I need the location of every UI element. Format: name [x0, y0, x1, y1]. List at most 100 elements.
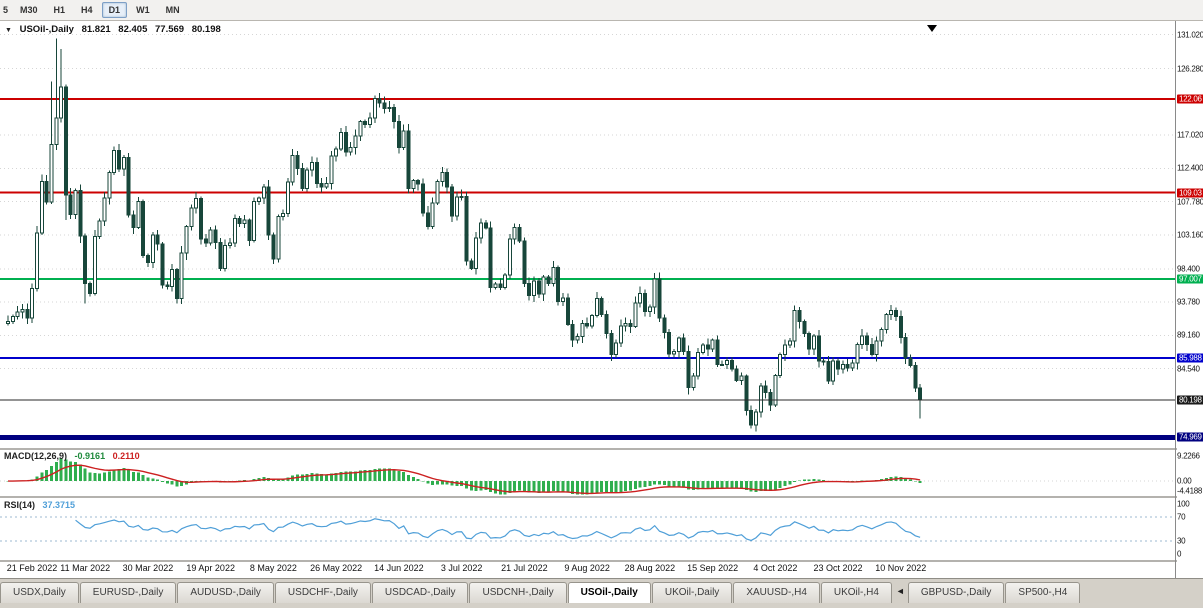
date-label: 28 Aug 2022	[624, 563, 676, 573]
chart-tab-usdcad-daily[interactable]: USDCAD-,Daily	[371, 582, 469, 603]
pane-separator-macd[interactable]	[0, 448, 1203, 450]
candle	[343, 125, 348, 157]
candle	[889, 305, 894, 320]
candle	[208, 227, 213, 246]
candle	[421, 178, 426, 217]
chart-shift-icon[interactable]	[927, 25, 937, 32]
candle	[532, 276, 537, 302]
candle	[126, 153, 131, 218]
timeframe-button-h4[interactable]: H4	[81, 5, 93, 15]
candle	[546, 274, 551, 287]
timeframe-button-mn[interactable]: MN	[165, 5, 180, 15]
candle	[869, 338, 874, 357]
chart-tab-sp500-h4[interactable]: SP500-,H4	[1005, 582, 1081, 603]
candle	[271, 232, 276, 264]
macd-axis-zero: 0.00	[1177, 476, 1192, 486]
chart-tab-usdx-daily[interactable]: USDX,Daily	[0, 582, 79, 603]
chart-tab-usoil-daily[interactable]: USOil-,Daily	[567, 582, 651, 603]
date-label: 21 Feb 2022	[6, 563, 58, 573]
candle	[73, 188, 78, 219]
candle	[305, 167, 310, 192]
horizontal-price-lines[interactable]	[0, 97, 1175, 440]
chart-tab-usdchf-daily[interactable]: USDCHF-,Daily	[274, 582, 371, 603]
candle	[662, 314, 667, 339]
candle	[840, 360, 845, 374]
candle	[459, 189, 464, 201]
candle	[310, 156, 315, 177]
candle	[647, 304, 652, 317]
chart-tab-ukoil-h4[interactable]: UKOil-,H4	[820, 582, 892, 603]
candle	[614, 339, 619, 359]
candle	[860, 329, 865, 350]
macd-axis-min: -4.4188	[1177, 486, 1203, 496]
candle	[483, 220, 488, 230]
candle	[266, 180, 271, 241]
price-line-label: 109.03	[1177, 188, 1203, 198]
candle	[493, 281, 498, 290]
candle	[179, 246, 184, 305]
ohlc-low: 77.569	[155, 24, 185, 35]
chart-tab-xauusd-h4[interactable]: XAUUSD-,H4	[733, 582, 820, 603]
pane-separator-rsi[interactable]	[0, 496, 1203, 498]
candle	[227, 238, 232, 249]
ohlc-open: 81.821	[81, 24, 111, 35]
price-axis[interactable]: 131.020 126.280 117.020 112.400 107.780 103.1…	[1177, 21, 1203, 578]
candle	[797, 306, 802, 329]
candle	[25, 303, 30, 324]
tab-scroll-left-icon[interactable]: ◄	[895, 586, 905, 596]
candle	[589, 314, 594, 329]
timeframe-button-w1[interactable]: W1	[136, 5, 150, 15]
candle	[34, 225, 39, 292]
price-axis-label: 84.540	[1177, 364, 1200, 374]
candle	[112, 146, 117, 175]
candle	[406, 123, 411, 194]
chart-region[interactable]: ▼ USOil-,Daily 81.821 82.405 77.569 80.1…	[0, 21, 1203, 578]
candle	[657, 272, 662, 322]
macd-main-value: -0.9161	[74, 451, 106, 461]
candle	[744, 374, 749, 416]
date-label: 4 Oct 2022	[753, 563, 798, 573]
candle	[691, 372, 696, 391]
timeframe-button-m30[interactable]: M30	[20, 5, 38, 15]
candle	[845, 358, 850, 372]
chart-title: ▼ USOil-,Daily 81.821 82.405 77.569 80.1…	[5, 24, 226, 35]
price-line-label: 85.988	[1177, 353, 1203, 363]
chart-tab-gbpusd-daily[interactable]: GBPUSD-,Daily	[907, 582, 1005, 603]
price-axis-label: 93.780	[1177, 297, 1200, 307]
rsi-axis-label: 0	[1177, 549, 1182, 559]
candle	[20, 304, 25, 319]
candle	[401, 124, 406, 151]
chart-tab-audusd-daily[interactable]: AUDUSD-,Daily	[177, 582, 274, 603]
rsi-axis-label: 30	[1177, 536, 1186, 546]
candle	[556, 265, 561, 306]
candle	[242, 215, 247, 228]
symbol-dropdown-icon[interactable]: ▼	[5, 27, 12, 34]
chart-tab-eurusd-daily[interactable]: EURUSD-,Daily	[79, 582, 177, 603]
candle	[121, 154, 126, 177]
chart-canvas[interactable]	[0, 21, 1203, 578]
rsi-axis-label: 70	[1177, 512, 1186, 522]
candle	[725, 357, 730, 370]
candle	[604, 310, 609, 339]
candle	[377, 93, 382, 108]
candle	[652, 273, 657, 315]
timeframe-button-m5-partial[interactable]: 5	[3, 5, 9, 15]
candle	[160, 242, 165, 289]
chart-tab-usdcnh-daily[interactable]: USDCNH-,Daily	[469, 582, 567, 603]
candle	[778, 352, 783, 378]
price-line-label: 74.969	[1177, 432, 1203, 442]
chart-tab-ukoil-daily[interactable]: UKOil-,Daily	[651, 582, 733, 603]
candle	[97, 218, 102, 239]
candle	[565, 293, 570, 326]
timeframe-button-d1[interactable]: D1	[101, 2, 128, 18]
pane-separator-dates[interactable]	[0, 560, 1203, 562]
candle	[150, 232, 155, 269]
candle	[633, 296, 638, 328]
candle	[488, 221, 493, 293]
candle	[918, 383, 923, 419]
candle	[430, 197, 435, 230]
price-axis-label: 98.400	[1177, 264, 1200, 274]
timeframe-button-h1[interactable]: H1	[53, 5, 66, 15]
price-axis-label: 131.020	[1177, 30, 1203, 39]
date-axis[interactable]: 21 Feb 2022 11 Mar 2022 30 Mar 2022 19 Apr …	[0, 563, 1175, 577]
